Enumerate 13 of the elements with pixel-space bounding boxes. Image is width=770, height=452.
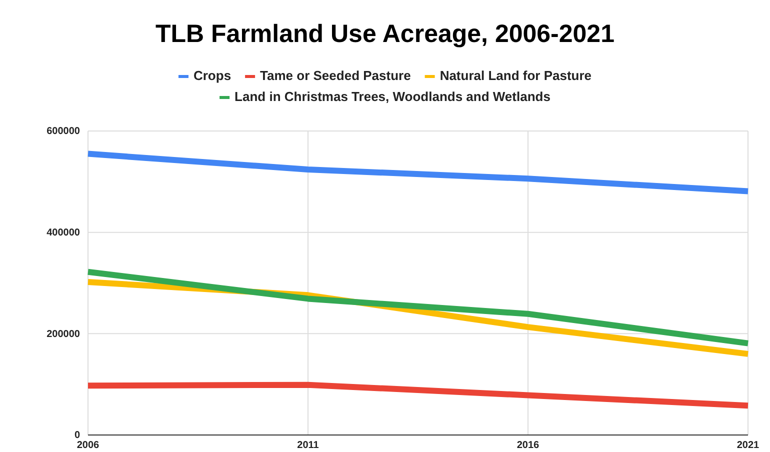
legend-label: Land in Christmas Trees, Woodlands and Wetlands	[234, 89, 550, 104]
legend-label: Natural Land for Pasture	[440, 68, 592, 83]
x-tick-label: 2021	[736, 440, 760, 452]
y-tick-label: 0	[74, 430, 80, 442]
y-tick-label: 400000	[46, 228, 80, 239]
chart-title: TLB Farmland Use Acreage, 2006-2021	[155, 20, 615, 48]
x-tick-label: 2016	[516, 440, 540, 452]
legend-label: Crops	[193, 68, 232, 83]
y-tick-label: 200000	[46, 328, 80, 340]
y-tick-label: 600000	[46, 126, 80, 138]
x-tick-label: 2011	[297, 440, 320, 452]
legend-label: Tame or Seeded Pasture	[260, 68, 411, 83]
x-tick-label: 2006	[76, 440, 100, 452]
